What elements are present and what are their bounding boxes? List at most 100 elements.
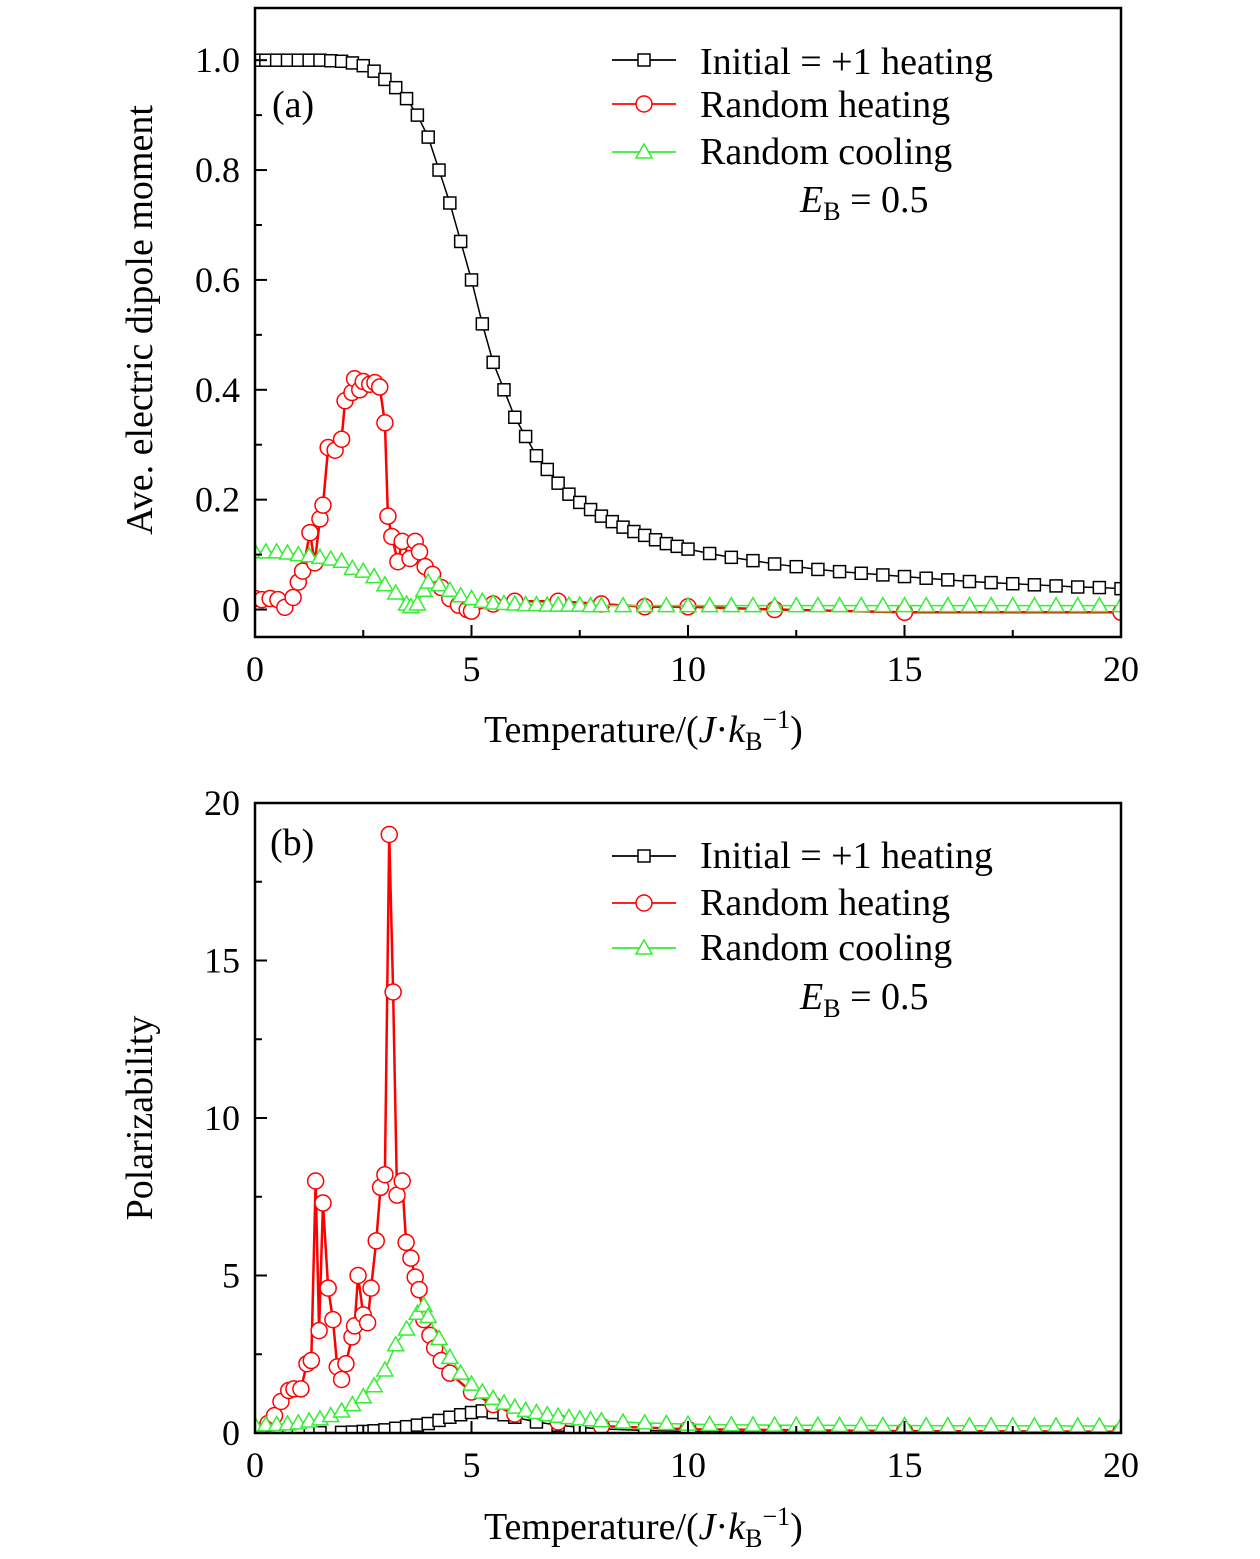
legend-label-a-1: Random heating (700, 84, 951, 126)
x-tick-label: 0 (246, 649, 264, 689)
y-axis-label-b: Polarizability (119, 1015, 161, 1221)
data-point (657, 596, 676, 613)
data-point (1027, 578, 1042, 592)
data-point (678, 596, 698, 613)
data-point (375, 1360, 395, 1377)
data-point (364, 1376, 384, 1393)
data-point (938, 1416, 958, 1433)
data-point (475, 317, 490, 331)
data-point (310, 1321, 328, 1340)
data-point (700, 1414, 719, 1432)
data-point (443, 196, 457, 210)
data-point (358, 1314, 377, 1332)
data-point (811, 562, 825, 577)
x-axis-label-sup: −1 (762, 705, 791, 734)
legend-sample (612, 53, 676, 67)
data-point (529, 448, 544, 463)
data-point (895, 596, 914, 613)
legend-sample (612, 95, 676, 113)
data-point (681, 542, 695, 556)
data-point (408, 594, 427, 611)
y-tick-label: 0.4 (195, 370, 240, 410)
data-point (410, 108, 425, 122)
data-point (581, 1410, 600, 1427)
data-point (364, 567, 384, 584)
plot-area (255, 825, 1121, 1433)
legend-marker-triangle (634, 142, 654, 159)
x-tick-label: 20 (1103, 649, 1139, 689)
data-point (1092, 580, 1107, 595)
data-point (635, 596, 654, 613)
data-point (302, 1351, 321, 1370)
data-point (486, 355, 500, 370)
series-square (255, 53, 1121, 596)
data-point (379, 507, 397, 525)
annotation-value: = 0.5 (840, 976, 929, 1018)
legend-label-a-0: Initial = +1 heating (700, 41, 993, 83)
data-point (384, 983, 402, 1001)
data-point (562, 487, 576, 501)
data-point (570, 595, 590, 612)
y-tick-label: 1.0 (195, 40, 240, 80)
y-tick-label: 5 (222, 1256, 240, 1296)
data-point (418, 572, 438, 589)
data-point (830, 596, 849, 613)
data-point (386, 583, 406, 600)
data-point (854, 566, 868, 581)
data-point (332, 430, 351, 448)
data-point (743, 596, 763, 613)
data-point (353, 1387, 373, 1404)
data-point (702, 546, 717, 561)
data-point (767, 557, 782, 571)
data-point (830, 1415, 849, 1433)
data-point (388, 80, 403, 95)
data-point (429, 575, 449, 592)
data-point (343, 558, 362, 576)
data-point (548, 1406, 568, 1424)
data-point (362, 1279, 380, 1297)
data-point (494, 1393, 514, 1410)
data-point (592, 1411, 611, 1428)
panel-1: 0 5 10 15 20 0 5 10 15 20 (204, 783, 1139, 1485)
data-point (984, 575, 998, 590)
panel-label-a: (a) (272, 84, 315, 126)
legend-marker-circle (635, 95, 653, 113)
data-point (314, 1194, 332, 1212)
data-point (635, 1413, 654, 1430)
annotation-symbol: E (800, 179, 824, 221)
x-tick-label: 20 (1103, 1445, 1139, 1485)
legend-sample (612, 142, 676, 159)
data-point (808, 1415, 828, 1433)
data-point (960, 596, 979, 613)
data-point (505, 594, 525, 611)
data-point (321, 549, 341, 566)
data-point (337, 1354, 355, 1373)
data-point (897, 569, 912, 584)
data-point (314, 496, 332, 514)
x-tick-label: 0 (246, 1445, 264, 1485)
data-point (540, 462, 555, 477)
data-point (1006, 576, 1020, 591)
x-axis-label-text: Temperature/( (484, 1506, 699, 1548)
data-point (408, 1303, 427, 1321)
data-point (301, 523, 319, 542)
x-axis-label-var: J (698, 1506, 716, 1548)
data-point (1090, 1416, 1109, 1433)
data-point (573, 495, 587, 510)
x-axis-label-var: k (728, 1506, 746, 1548)
x-axis-label-b: Temperature/(J·kB−1) (484, 1502, 803, 1554)
data-point (380, 825, 398, 844)
data-point (851, 596, 871, 613)
data-point (293, 562, 312, 580)
legend-label-b-1: Random heating (700, 882, 951, 924)
data-point (397, 1319, 416, 1336)
legend-sample (612, 938, 676, 955)
x-axis-label-sup: −1 (762, 1502, 791, 1531)
y-axis-label-a: Ave. electric dipole moment (119, 105, 161, 535)
data-point (483, 1388, 503, 1406)
data-point (1068, 596, 1087, 613)
data-point (299, 546, 319, 563)
data-point (1111, 1416, 1121, 1433)
data-point (483, 593, 503, 610)
